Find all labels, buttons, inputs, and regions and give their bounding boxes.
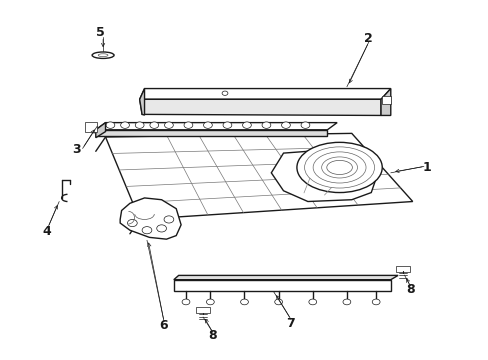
Circle shape — [203, 122, 212, 129]
Circle shape — [342, 299, 350, 305]
Ellipse shape — [312, 152, 366, 183]
Text: 3: 3 — [72, 143, 81, 156]
Text: 4: 4 — [42, 225, 51, 238]
Polygon shape — [140, 89, 144, 115]
Text: 2: 2 — [364, 32, 372, 45]
Bar — [381, 96, 390, 104]
Circle shape — [240, 299, 248, 305]
Circle shape — [281, 122, 290, 129]
Text: 8: 8 — [405, 283, 414, 296]
Circle shape — [206, 299, 214, 305]
FancyBboxPatch shape — [196, 307, 209, 313]
Polygon shape — [140, 99, 380, 116]
Bar — [173, 280, 390, 291]
Polygon shape — [96, 123, 105, 138]
Text: 7: 7 — [286, 317, 295, 330]
Circle shape — [222, 91, 227, 95]
Circle shape — [274, 299, 282, 305]
Polygon shape — [173, 275, 397, 280]
Circle shape — [135, 122, 144, 129]
Text: 6: 6 — [160, 319, 168, 332]
Polygon shape — [120, 198, 181, 239]
Circle shape — [157, 225, 166, 232]
Circle shape — [121, 122, 129, 129]
Polygon shape — [105, 134, 412, 220]
Circle shape — [106, 122, 115, 129]
Circle shape — [223, 122, 231, 129]
Text: 5: 5 — [96, 27, 105, 40]
Circle shape — [142, 226, 152, 234]
Circle shape — [308, 299, 316, 305]
Text: 8: 8 — [208, 329, 217, 342]
Circle shape — [371, 299, 379, 305]
Circle shape — [301, 122, 309, 129]
Bar — [85, 122, 97, 132]
Circle shape — [127, 220, 137, 226]
Ellipse shape — [304, 147, 374, 188]
Ellipse shape — [98, 54, 108, 57]
Circle shape — [183, 122, 192, 129]
Polygon shape — [380, 89, 390, 116]
Ellipse shape — [321, 157, 357, 178]
Circle shape — [150, 122, 158, 129]
Ellipse shape — [92, 52, 114, 58]
Circle shape — [262, 122, 270, 129]
FancyBboxPatch shape — [395, 266, 409, 272]
Polygon shape — [140, 89, 390, 99]
Circle shape — [163, 216, 173, 223]
Polygon shape — [271, 149, 380, 202]
Circle shape — [242, 122, 251, 129]
Polygon shape — [96, 130, 327, 136]
Ellipse shape — [296, 142, 382, 193]
Circle shape — [164, 122, 173, 129]
Circle shape — [182, 299, 189, 305]
Polygon shape — [96, 123, 336, 130]
Text: 1: 1 — [422, 161, 431, 174]
